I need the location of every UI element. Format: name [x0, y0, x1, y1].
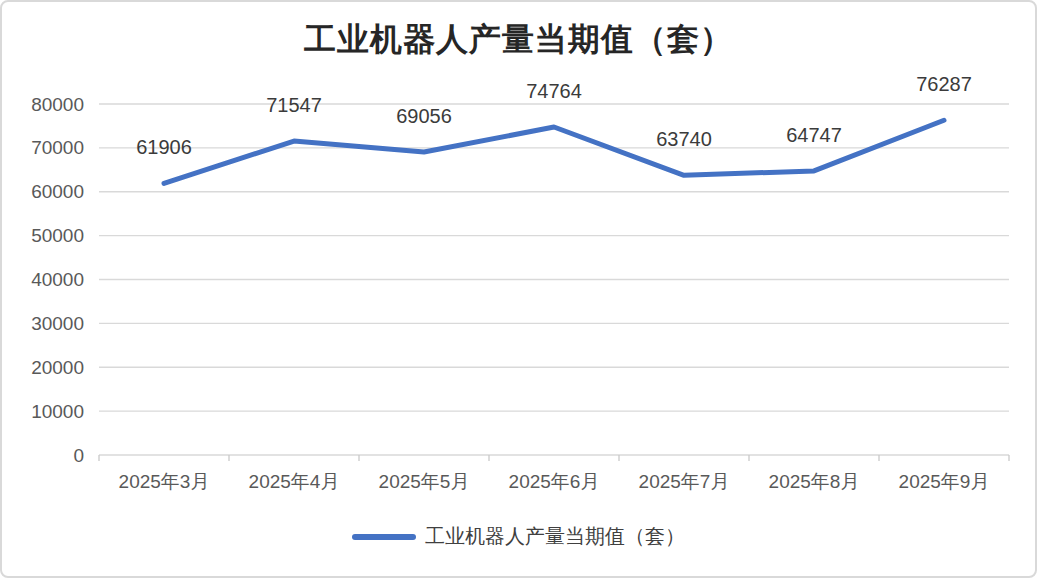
data-point-label: 74764 [526, 80, 582, 102]
data-point-label: 63740 [656, 128, 712, 150]
y-axis-tick-label: 0 [73, 445, 84, 466]
data-point-label: 69056 [396, 105, 452, 127]
legend-line-swatch [352, 534, 416, 540]
legend: 工业机器人产量当期值（套） [2, 523, 1035, 550]
x-axis-tick-label: 2025年3月 [119, 471, 210, 492]
x-axis-tick-label: 2025年9月 [899, 471, 990, 492]
y-axis-tick-label: 70000 [31, 137, 84, 158]
x-axis-tick-label: 2025年4月 [249, 471, 340, 492]
y-axis-tick-label: 50000 [31, 225, 84, 246]
y-axis-tick-label: 80000 [31, 94, 84, 115]
data-point-label: 61906 [136, 136, 192, 158]
data-point-label: 71547 [266, 94, 322, 116]
x-axis-tick-label: 2025年7月 [639, 471, 730, 492]
y-axis-tick-label: 60000 [31, 181, 84, 202]
legend-label: 工业机器人产量当期值（套） [425, 523, 685, 550]
chart-container: 工业机器人产量当期值（套） 0 10000 20000 30000 40000 50000… [0, 0, 1037, 578]
x-axis-tick-label: 2025年6月 [509, 471, 600, 492]
y-axis-tick-label: 30000 [31, 313, 84, 334]
data-point-label: 76287 [916, 73, 972, 95]
x-axis-tick-label: 2025年5月 [379, 471, 470, 492]
y-axis-tick-label: 40000 [31, 269, 84, 290]
data-point-label: 64747 [786, 124, 842, 146]
y-axis-tick-label: 20000 [31, 357, 84, 378]
x-axis-tick-label: 2025年8月 [769, 471, 860, 492]
y-axis-tick-label: 10000 [31, 401, 84, 422]
line-chart-canvas: 0 10000 20000 30000 40000 50000 60000 70000 8000… [2, 2, 1037, 578]
